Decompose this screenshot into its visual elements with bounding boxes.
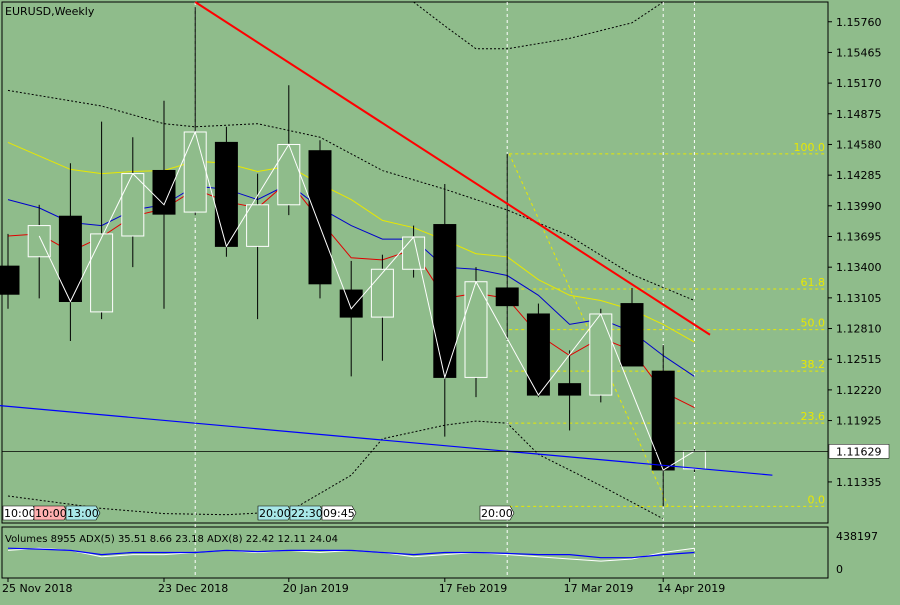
fib-level-label: 23.6	[801, 410, 826, 423]
y-tick-label: 1.13400	[836, 261, 882, 274]
price-panel-frame	[1, 1, 829, 524]
x-tick-label: 17 Mar 2019	[564, 582, 634, 595]
candle	[246, 173, 270, 320]
y-tick-label: 1.13695	[836, 231, 882, 244]
trendline-blue[interactable]	[0, 405, 773, 476]
session-label: 09:45	[321, 505, 357, 521]
candle	[651, 345, 675, 507]
y-tick-label: 1.13990	[836, 200, 882, 213]
session-label-box	[321, 505, 357, 521]
trendline-red[interactable]	[194, 1, 711, 336]
session-label-box	[479, 505, 515, 521]
candle	[464, 267, 488, 398]
candle-body-bear	[152, 169, 176, 215]
session-label-text: 09:45	[323, 507, 355, 520]
adx-signal-line	[7, 547, 695, 559]
candle-body-bear	[620, 303, 644, 367]
candle-body-bull	[246, 204, 270, 247]
candle-body-bear	[495, 287, 519, 307]
session-label-text: 20:00	[259, 507, 291, 520]
session-label: 20:00	[479, 505, 515, 521]
y-tick-label: 1.15170	[836, 77, 882, 90]
session-label-text: 10:00	[4, 507, 36, 520]
y-tick-label: 1.12810	[836, 323, 882, 336]
candle-body-bull	[402, 236, 426, 270]
candle	[121, 137, 145, 268]
candle	[90, 121, 114, 320]
zigzag-line	[38, 130, 695, 471]
candle-body-bull	[589, 313, 613, 396]
candle	[308, 140, 332, 299]
x-tick-label: 23 Dec 2018	[158, 582, 228, 595]
candle	[214, 126, 238, 257]
candle-body-bull	[183, 131, 207, 213]
candle-body-bull	[277, 143, 301, 206]
candle-body-bear	[339, 289, 363, 318]
y-tick-label: 1.13105	[836, 292, 882, 305]
ma-yellow-line	[7, 141, 695, 343]
envelope-top-line	[413, 1, 664, 50]
candle	[526, 303, 550, 398]
y-tick-label: 1.11925	[836, 415, 882, 428]
candle-body-bear	[58, 215, 82, 302]
candle	[27, 204, 51, 299]
session-label: 22:30	[289, 505, 325, 521]
y-tick-label: 1.11335	[836, 476, 882, 489]
candle	[339, 260, 363, 377]
candle-body-bear	[308, 150, 332, 285]
y-tick-label: 1.15465	[836, 46, 882, 59]
envelope-upper-line	[7, 89, 695, 301]
candle-body-bear	[558, 383, 582, 396]
candle-body-bull	[370, 268, 394, 318]
candle	[589, 308, 613, 403]
current-price-tag	[828, 444, 890, 459]
candle	[620, 287, 644, 367]
y-tick-label: 1.14580	[836, 138, 882, 151]
fib-level-label: 50.0	[801, 317, 826, 330]
x-tick-label: 25 Nov 2018	[2, 582, 72, 595]
indicator-label: Volumes 8955 ADX(5) 35.51 8.66 23.18 ADX…	[5, 534, 338, 545]
y-tick-label: 1.14875	[836, 108, 882, 121]
y-tick-label: 1.14285	[836, 169, 882, 182]
indicator-ymax-label: 438197	[836, 530, 878, 543]
candle	[0, 233, 20, 309]
candle-body-bull	[121, 173, 145, 237]
indicator-ymin-label: 0	[836, 563, 843, 576]
fib-level-label: 61.8	[801, 276, 826, 289]
session-label-text: 13:00	[67, 507, 99, 520]
candle-body-bear	[0, 265, 20, 295]
candle	[558, 350, 582, 431]
session-label: 10:00	[2, 505, 38, 521]
session-label: 13:00	[65, 505, 101, 521]
candle-body-bear	[526, 313, 550, 396]
candle-body-bear	[651, 370, 675, 471]
indicator-panel-frame	[1, 526, 829, 579]
session-label: 20:00	[257, 505, 293, 521]
x-tick-label: 14 Apr 2019	[657, 582, 725, 595]
candle-body-bull	[682, 450, 706, 470]
session-label-text: 20:00	[481, 507, 513, 520]
session-label-box	[65, 505, 101, 521]
fib-level-label: 0.0	[808, 493, 826, 506]
fib-level-label: 100.0	[794, 141, 826, 154]
x-tick-label: 20 Jan 2019	[283, 582, 349, 595]
candle-body-bear	[214, 141, 238, 247]
candle-body-bull	[27, 225, 51, 258]
candle	[495, 153, 519, 340]
y-tick-label: 1.12220	[836, 384, 882, 397]
candle-body-bull	[90, 233, 114, 313]
session-label: 10:00	[33, 505, 69, 521]
fib-level-label: 38.2	[801, 358, 826, 371]
x-tick-label: 17 Feb 2019	[439, 582, 507, 595]
y-tick-label: 1.15760	[836, 16, 882, 29]
y-tick-label: 1.12515	[836, 353, 882, 366]
session-label-text: 22:30	[291, 507, 323, 520]
current-price-label: 1.11629	[836, 445, 882, 458]
session-label-text: 10:00	[35, 507, 67, 520]
chart-title: EURUSD,Weekly	[5, 5, 95, 18]
